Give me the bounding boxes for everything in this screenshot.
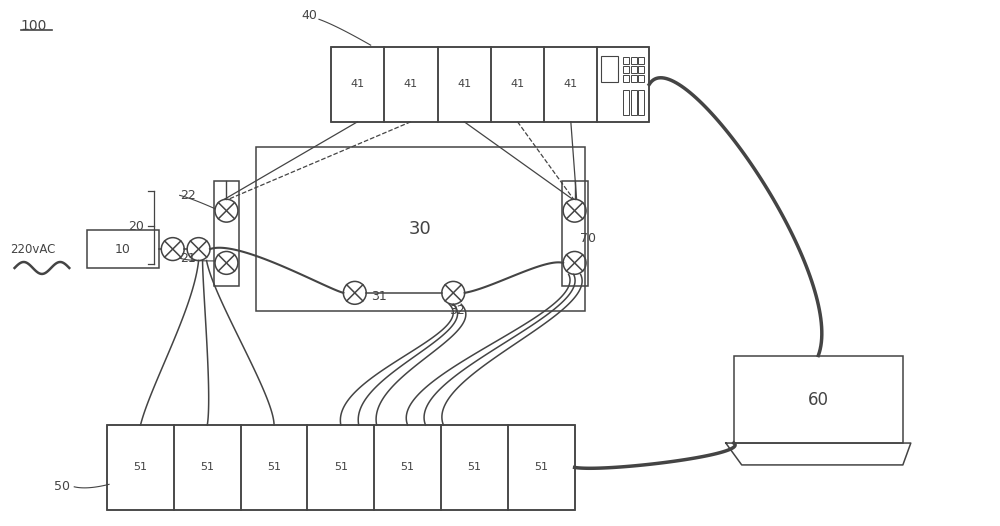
Text: 32: 32 [449,304,465,317]
Bar [214,181,239,286]
Text: 40: 40 [301,9,317,22]
Bar [241,425,307,510]
Bar [508,425,575,510]
Text: 41: 41 [510,79,525,89]
Text: 51: 51 [401,462,415,472]
Text: 30: 30 [409,220,432,238]
Bar [544,47,597,122]
Bar [623,75,629,82]
Text: 70: 70 [580,231,596,245]
Bar [638,75,644,82]
Bar [562,181,588,286]
Bar [307,425,374,510]
Bar [256,147,585,311]
Bar [441,425,508,510]
Bar [623,90,629,115]
Text: 41: 41 [350,79,365,89]
Bar [384,47,438,122]
Text: 51: 51 [534,462,548,472]
Bar [87,230,159,268]
Text: 51: 51 [467,462,481,472]
Bar [623,66,629,73]
Bar [638,57,644,64]
Text: 21: 21 [180,251,195,265]
Text: 22: 22 [180,189,195,202]
Bar [631,90,637,115]
Bar [734,356,903,443]
Bar [331,47,649,122]
Bar [491,47,544,122]
Bar [601,56,618,82]
Text: 31: 31 [371,290,386,304]
Bar [638,66,644,73]
Bar [107,425,174,510]
Bar [623,57,629,64]
Bar [374,425,441,510]
Text: 51: 51 [133,462,147,472]
Text: 51: 51 [334,462,348,472]
Bar [174,425,241,510]
Bar [631,75,637,82]
Bar [638,90,644,115]
Text: 41: 41 [404,79,418,89]
Text: 41: 41 [457,79,471,89]
Bar [631,66,637,73]
Text: 220vAC: 220vAC [11,242,56,256]
Text: 100: 100 [21,19,47,33]
Text: 20: 20 [128,220,144,232]
Bar [438,47,491,122]
Text: 60: 60 [808,391,829,409]
Bar [107,425,575,510]
Bar [597,47,649,122]
Text: 51: 51 [200,462,214,472]
Text: 51: 51 [267,462,281,472]
Bar [631,57,637,64]
Text: 10: 10 [115,242,131,256]
Bar [331,47,384,122]
Text: 41: 41 [564,79,578,89]
Text: 50: 50 [54,480,70,493]
